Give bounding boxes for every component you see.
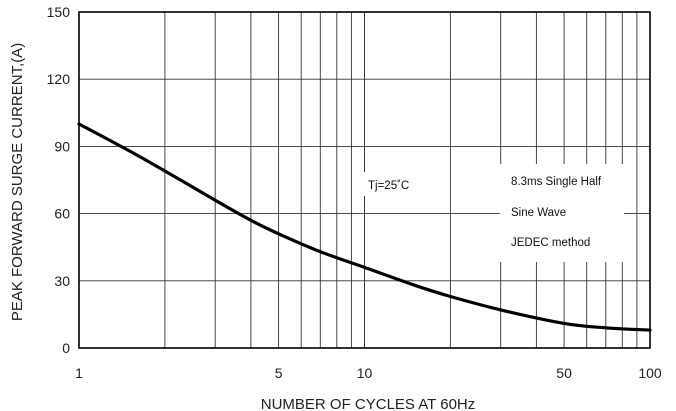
annotation-method: JEDEC method bbox=[511, 237, 590, 249]
annotation-waveform: Sine Wave bbox=[511, 207, 566, 219]
x-tick-label: 5 bbox=[275, 365, 283, 381]
x-axis-title: NUMBER OF CYCLES AT 60Hz bbox=[261, 396, 476, 411]
curve-layer bbox=[77, 122, 652, 332]
x-tick-label: 1 bbox=[75, 365, 83, 381]
y-axis-title: PEAK FORWARD SURGE CURRENT,(A) bbox=[9, 43, 26, 321]
plot-frame bbox=[78, 11, 651, 349]
x-tick-label: 10 bbox=[357, 365, 373, 381]
y-tick-label: 120 bbox=[47, 71, 71, 87]
x-tick-label: 50 bbox=[556, 365, 572, 381]
annotation-tj: Tj=25˚C bbox=[368, 180, 409, 192]
annotation-conditions: 8.3ms Single Half Sine Wave JEDEC method bbox=[500, 164, 624, 262]
y-tick-label: 90 bbox=[54, 138, 70, 154]
y-tick-label: 30 bbox=[54, 273, 70, 289]
x-tick-label: 100 bbox=[638, 365, 662, 381]
y-tick-label: 150 bbox=[47, 4, 71, 20]
tick-labels: 1 5 10 50 100 0 30 60 90 120 150 bbox=[47, 4, 662, 381]
surge-current-curve bbox=[77, 122, 652, 332]
y-tick-label: 60 bbox=[54, 206, 70, 222]
annotation-temperature: Tj=25˚C bbox=[357, 172, 429, 196]
annotation-pulse: 8.3ms Single Half bbox=[511, 176, 602, 188]
y-tick-label: 0 bbox=[62, 340, 70, 356]
